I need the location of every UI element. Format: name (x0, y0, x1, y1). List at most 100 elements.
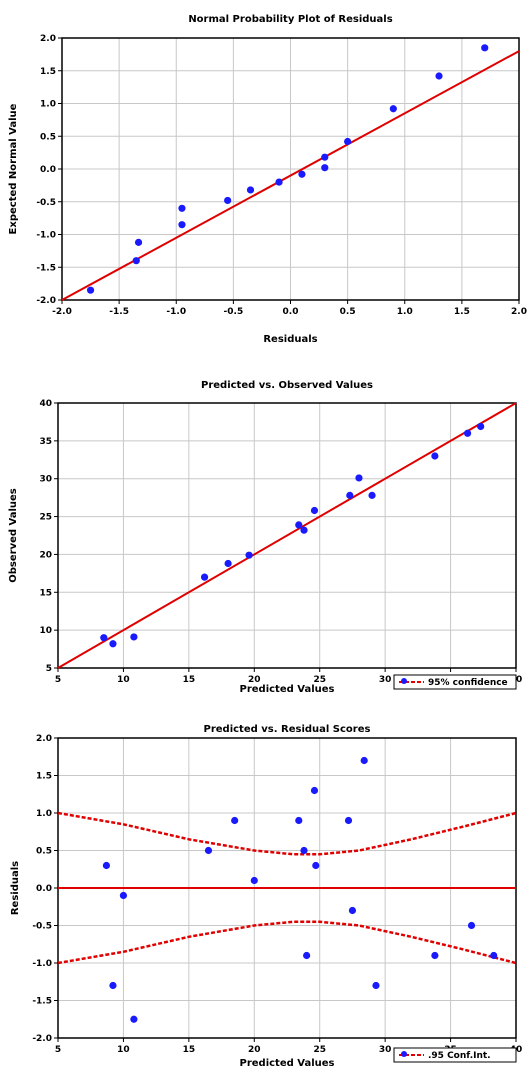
upper-confidence-band (57, 811, 517, 856)
y-axis-label: Residuals (10, 861, 21, 915)
x-tick-label: 20 (248, 675, 261, 685)
y-tick-label: 35 (39, 437, 52, 447)
data-point (109, 640, 117, 648)
y-tick-label: 5 (46, 664, 52, 674)
data-point (431, 452, 439, 460)
data-point (295, 816, 303, 825)
x-tick-label: 30 (379, 1045, 392, 1055)
y-tick-label: -2.0 (36, 296, 56, 306)
x-tick-label: -1.0 (166, 307, 186, 317)
predicted-vs-observed-plot-svg: Predicted vs. Observed Values 5 10 15 20 25 30… (8, 380, 522, 695)
legend-label: .95 Conf.Int. (428, 1051, 491, 1061)
y-tick-label: 0.5 (36, 847, 52, 857)
x-tick-label: 25 (313, 675, 326, 685)
predicted-vs-residual-plot: Predicted vs. Residual Scores 5 10 15 20 25 30… (0, 720, 531, 1074)
legend-box (393, 1047, 517, 1063)
data-point (303, 951, 311, 960)
legend-point-swatch (401, 678, 407, 684)
y-tick-label: 1.0 (40, 100, 56, 110)
x-axis-label: Residuals (263, 334, 317, 345)
data-point (224, 559, 232, 568)
data-point (102, 861, 111, 870)
y-tick-label: 40 (39, 399, 52, 409)
y-tick-label: -1.5 (32, 997, 52, 1007)
x-tick-label: 10 (117, 1045, 130, 1055)
data-point (224, 196, 232, 205)
data-point (389, 105, 397, 113)
data-point (310, 786, 319, 795)
x-tick-label: -1.5 (109, 307, 129, 317)
data-point (431, 951, 439, 960)
y-tick-label: 1.5 (40, 67, 56, 77)
y-tick-label: 2.0 (40, 34, 56, 44)
data-point (130, 633, 138, 641)
data-point (132, 257, 140, 265)
x-axis-label: Predicted Values (240, 684, 335, 695)
plot-frame (57, 402, 517, 669)
data-point (295, 521, 303, 529)
y-tick-label: -1.0 (32, 959, 52, 969)
x-tick-label: 15 (183, 675, 196, 685)
normal-probability-plot-svg: Normal Probability Plot of Residuals -2.0… (8, 14, 527, 345)
y-tick-label: -1.5 (36, 263, 56, 273)
data-point (204, 846, 213, 855)
x-tick-label: -0.5 (224, 307, 244, 317)
data-point (130, 1015, 138, 1023)
data-point (463, 429, 472, 437)
y-tick-label: -0.5 (32, 922, 52, 932)
y-axis-label: Expected Normal Value (8, 103, 19, 234)
predicted-vs-residual-plot-svg: Predicted vs. Residual Scores 5 10 15 20 25 30… (10, 724, 522, 1069)
predicted-vs-observed-plot: Predicted vs. Observed Values 5 10 15 20 25 30… (0, 370, 531, 700)
x-tick-label: 0.5 (340, 307, 356, 317)
chart-title: Normal Probability Plot of Residuals (188, 14, 392, 25)
y-tick-label: 1.0 (36, 809, 52, 819)
y-tick-label: 0.0 (36, 884, 52, 894)
data-point (490, 951, 498, 960)
y-tick-label: 1.5 (36, 772, 52, 782)
data-point (321, 164, 329, 172)
x-tick-label: 10 (117, 675, 130, 685)
data-point (344, 816, 353, 825)
x-tick-label: 5 (55, 675, 61, 685)
data-point (300, 846, 308, 855)
y-tick-label: 0.0 (40, 165, 56, 175)
x-tick-label: 25 (313, 1045, 326, 1055)
data-point (372, 981, 380, 990)
data-point (200, 573, 209, 581)
data-point (344, 137, 352, 146)
lower-confidence-band (57, 920, 517, 965)
data-point (245, 551, 253, 559)
normal-probability-plot: Normal Probability Plot of Residuals -2.0… (0, 0, 531, 350)
x-tick-label: 2.0 (511, 307, 527, 317)
data-point (178, 221, 186, 229)
data-point (360, 756, 368, 765)
x-tick-label: 5 (55, 1045, 61, 1055)
chart-title: Predicted vs. Observed Values (201, 380, 373, 391)
data-point (467, 921, 476, 930)
data-point (119, 891, 128, 900)
data-point (298, 170, 306, 178)
y-tick-label: 0.5 (40, 132, 56, 142)
fit-line (57, 402, 517, 669)
y-tick-label: 25 (39, 513, 52, 523)
y-tick-label: -1.0 (36, 231, 56, 241)
y-tick-label: 20 (39, 550, 52, 560)
data-point (321, 153, 329, 161)
y-tick-label: 15 (39, 588, 52, 598)
y-tick-label: -0.5 (36, 198, 56, 208)
data-point (231, 816, 239, 825)
data-point (368, 491, 376, 499)
legend-point-swatch (401, 1051, 407, 1057)
y-tick-label: 10 (39, 626, 52, 636)
x-tick-label: -2.0 (52, 307, 72, 317)
x-axis-label: Predicted Values (240, 1058, 335, 1069)
x-tick-label: 20 (248, 1045, 261, 1055)
data-point (312, 861, 320, 870)
data-point (250, 876, 258, 885)
data-point (348, 906, 357, 915)
data-point (300, 526, 308, 534)
x-tick-label: 1.5 (454, 307, 470, 317)
x-tick-label: 30 (379, 675, 392, 685)
x-tick-label: 1.0 (397, 307, 413, 317)
legend-label: 95% confidence (428, 678, 508, 688)
